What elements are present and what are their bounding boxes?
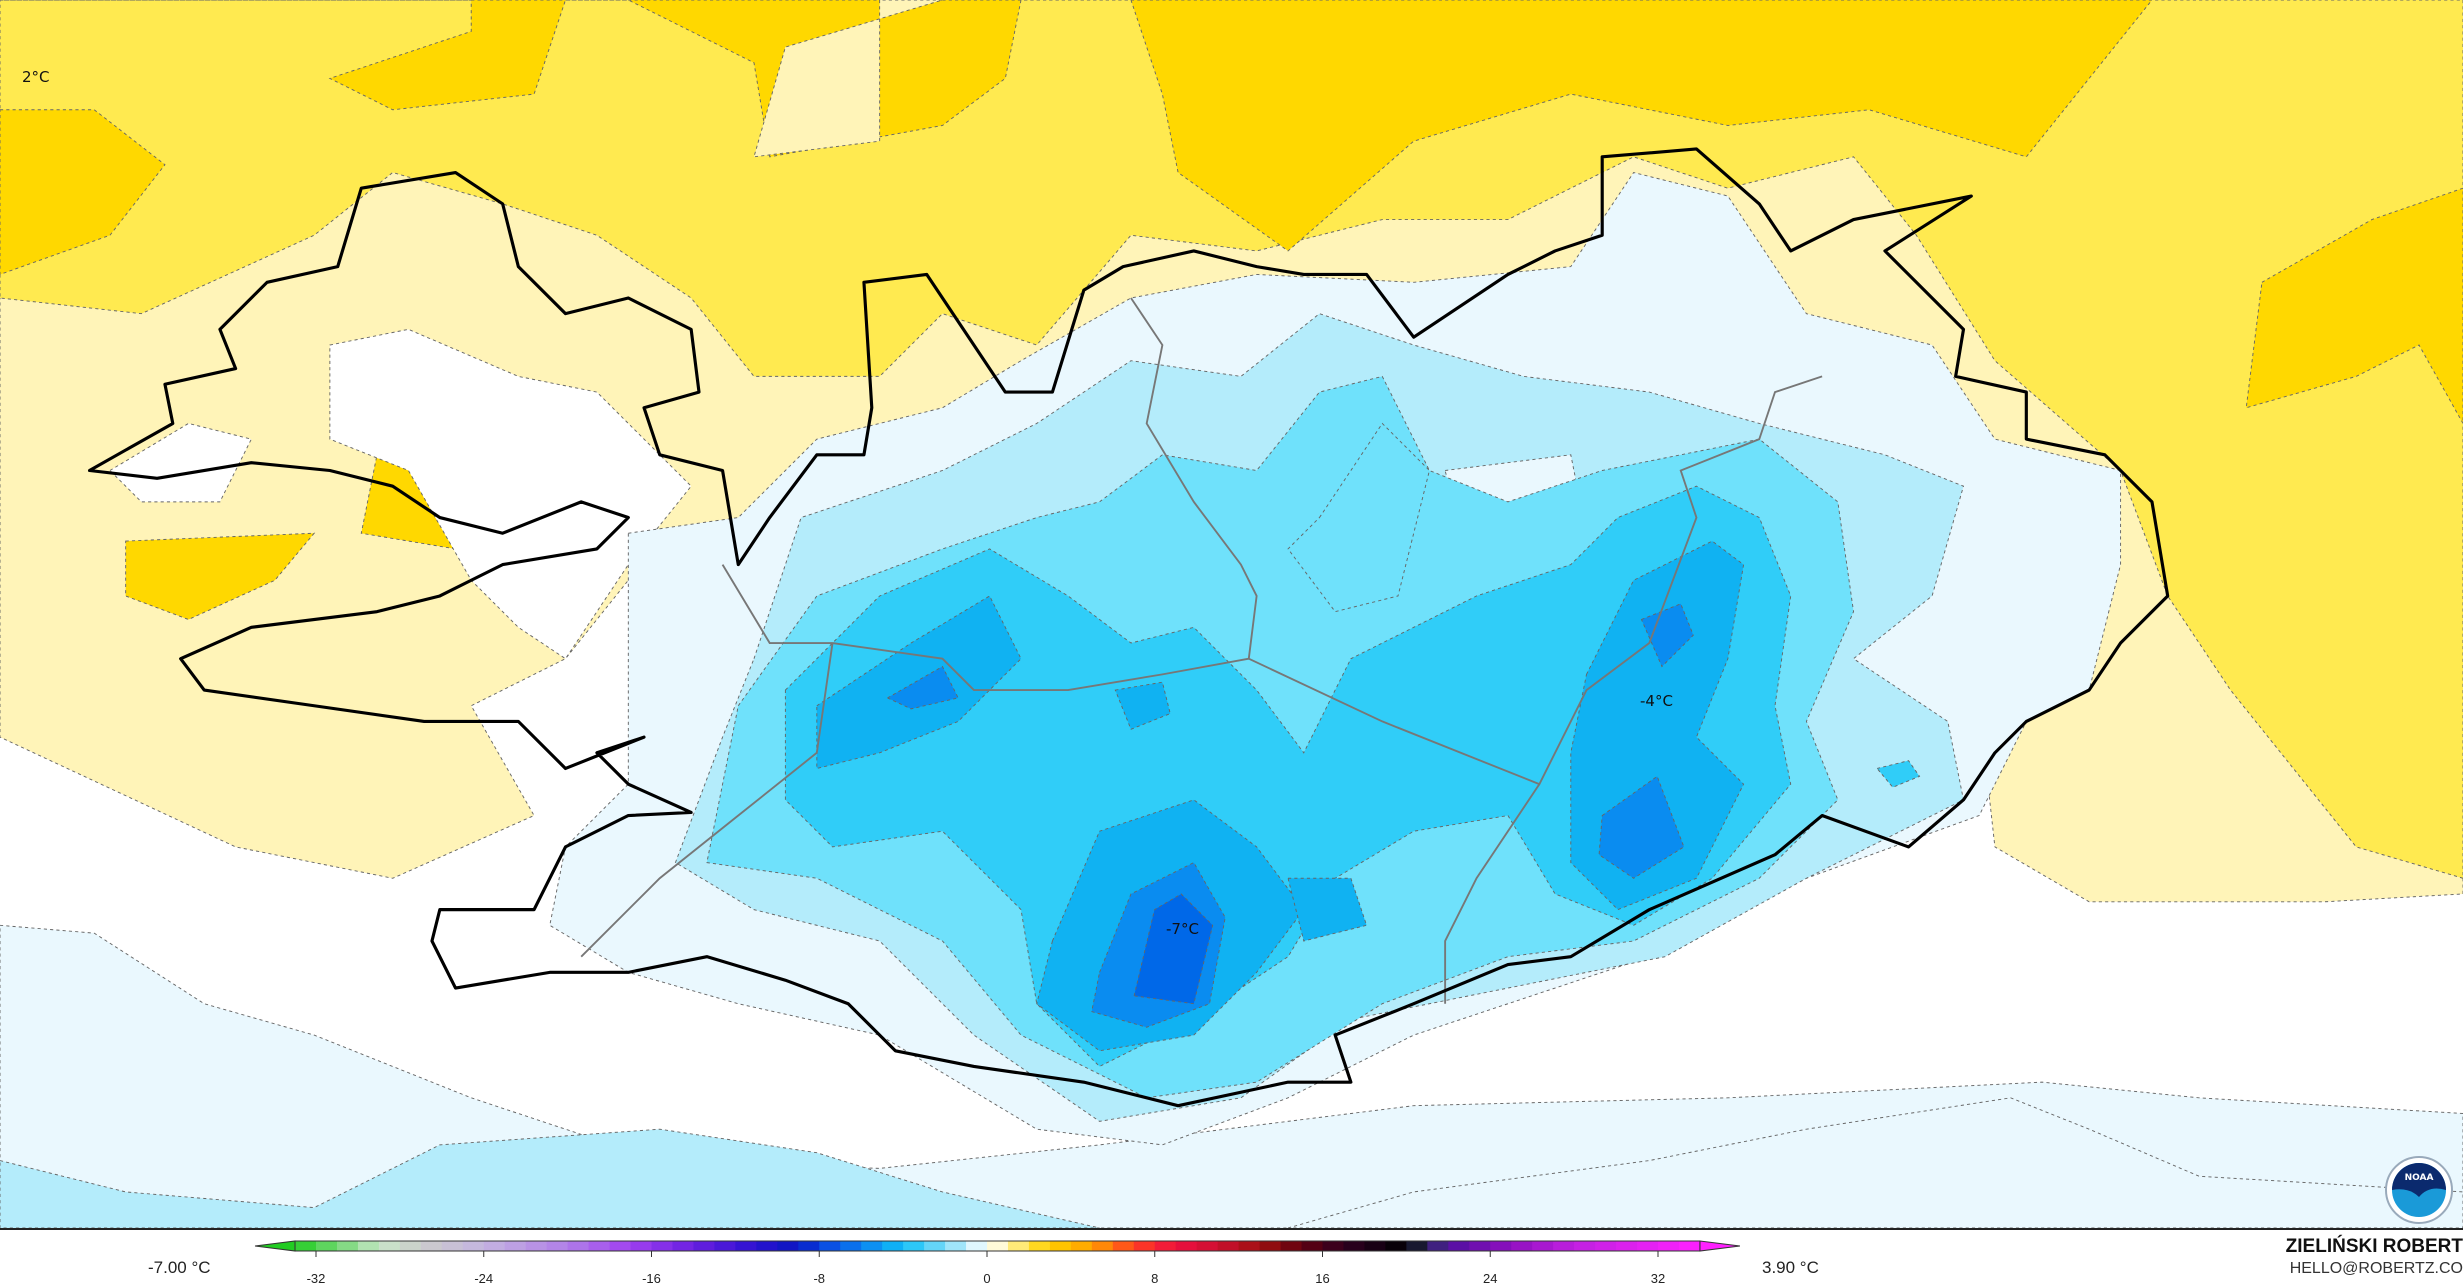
- attribution-email: HELLO@ROBERTZ.CO: [2289, 1260, 2463, 1277]
- colorbar-tick-label: -16: [642, 1271, 661, 1286]
- legend-max-label: 3.90 °C: [1762, 1258, 1819, 1277]
- colorbar-segment: [714, 1241, 736, 1251]
- colorbar-segment: [1490, 1241, 1512, 1251]
- min-label-east: -4°C: [1640, 692, 1673, 710]
- colorbar-segment: [1343, 1241, 1365, 1251]
- colorbar-segment: [1678, 1241, 1701, 1251]
- colorbar-segment: [1322, 1241, 1344, 1251]
- colorbar-segment: [1448, 1241, 1470, 1251]
- min-label-south: -7°C: [1166, 920, 1199, 938]
- colorbar-segment: [630, 1241, 652, 1251]
- colorbar-segment: [420, 1241, 443, 1251]
- region-borders: [580, 297, 1823, 1004]
- colorbar-tick-label: -32: [306, 1271, 326, 1286]
- colorbar-tick-label: 8: [1151, 1271, 1159, 1286]
- contour-fills: [0, 0, 2463, 1228]
- colorbar-segment: [861, 1241, 883, 1251]
- colorbar-segment: [525, 1241, 548, 1251]
- colorbar-segment: [1406, 1241, 1428, 1251]
- colorbar-tick-label: 32: [1650, 1271, 1666, 1286]
- colorbar-min-arrow: [254, 1240, 296, 1252]
- colorbar-segment: [672, 1241, 694, 1251]
- colorbar-segment: [336, 1241, 359, 1251]
- colorbar-segment: [1280, 1241, 1303, 1251]
- colorbar-segment: [1007, 1241, 1030, 1251]
- colorbar-segment: [378, 1241, 401, 1251]
- colorbar-tick-label: -8: [813, 1271, 826, 1286]
- colorbar-segment: [1658, 1241, 1680, 1251]
- colorbar-segment: [316, 1241, 338, 1251]
- colorbar-segment: [1595, 1241, 1617, 1251]
- colorbar-tick-label: 0: [983, 1271, 991, 1286]
- svg-text:NOAA: NOAA: [2405, 1173, 2434, 1183]
- colorbar-segment: [588, 1241, 611, 1251]
- colorbar-segment: [819, 1241, 841, 1251]
- colorbar-segment: [1385, 1241, 1407, 1251]
- colorbar-segment: [357, 1241, 380, 1251]
- colorbar-segment: [1616, 1241, 1638, 1251]
- colorbar-segment: [735, 1241, 757, 1251]
- colorbar-segment: [609, 1241, 632, 1251]
- colorbar-segment: [1217, 1241, 1240, 1251]
- attribution-name: ZIELIŃSKI ROBERT: [2285, 1236, 2463, 1257]
- colorbar-segment: [1091, 1241, 1114, 1251]
- colorbar-segment: [1133, 1241, 1156, 1251]
- colorbar-segment: [1112, 1241, 1135, 1251]
- temperature-map: [0, 0, 2463, 1230]
- colorbar-segment: [1301, 1241, 1323, 1251]
- colorbar-segment: [1175, 1241, 1198, 1251]
- colorbar-segment: [651, 1241, 673, 1251]
- colorbar-segment: [756, 1241, 778, 1251]
- colorbar-tick-label: 24: [1483, 1271, 1498, 1286]
- colorbar-segment: [1553, 1241, 1575, 1251]
- colorbar-segment: [504, 1241, 527, 1251]
- colorbar-segment: [693, 1241, 715, 1251]
- colorbar-segment: [441, 1241, 464, 1251]
- colorbar-segment: [1574, 1241, 1596, 1251]
- colorbar-segment: [567, 1241, 590, 1251]
- colorbar-segment: [924, 1241, 946, 1251]
- legend-min-label: -7.00 °C: [148, 1258, 211, 1277]
- colorbar: [254, 1240, 1740, 1257]
- colorbar-segment: [1238, 1241, 1261, 1251]
- colorbar-segment: [882, 1241, 904, 1251]
- colorbar-segment: [777, 1241, 799, 1251]
- colorbar-segment: [1196, 1241, 1219, 1251]
- colorbar-segment: [1259, 1241, 1282, 1251]
- colorbar-segment: [1511, 1241, 1533, 1251]
- colorbar-segment: [966, 1241, 988, 1251]
- colorbar-tick-label: 16: [1315, 1271, 1330, 1286]
- colorbar-segment: [1427, 1241, 1449, 1251]
- colorbar-segment: [399, 1241, 422, 1251]
- colorbar-segment: [1049, 1241, 1072, 1251]
- colorbar-segment: [1469, 1241, 1491, 1251]
- colorbar-segment: [483, 1241, 506, 1251]
- colorbar-segment: [1532, 1241, 1554, 1251]
- colorbar-segment: [1364, 1241, 1386, 1251]
- colorbar-tick-label: -24: [474, 1271, 494, 1286]
- colorbar-max-arrow: [1699, 1240, 1740, 1252]
- colorbar-segment: [987, 1241, 1009, 1251]
- colorbar-segment: [1070, 1241, 1093, 1251]
- iceland-coastline: [87, 147, 2170, 1108]
- noaa-logo: NOAA: [2385, 1156, 2453, 1224]
- colorbar-segment: [945, 1241, 967, 1251]
- max-label-2c: 2°C: [22, 68, 50, 86]
- colorbar-segment: [798, 1241, 820, 1251]
- colorbar-segment: [903, 1241, 925, 1251]
- colorbar-segment: [462, 1241, 485, 1251]
- colorbar-segment: [546, 1241, 569, 1251]
- colorbar-segment: [1028, 1241, 1051, 1251]
- legend-footer: -7.00 °C -32 -24 -16 -8 0 8 16 24 32 3.90 °C ZIE…: [0, 1230, 2463, 1287]
- colorbar-segment: [295, 1241, 317, 1251]
- colorbar-segment: [1154, 1241, 1177, 1251]
- colorbar-segment: [1637, 1241, 1659, 1251]
- colorbar-segment: [840, 1241, 862, 1251]
